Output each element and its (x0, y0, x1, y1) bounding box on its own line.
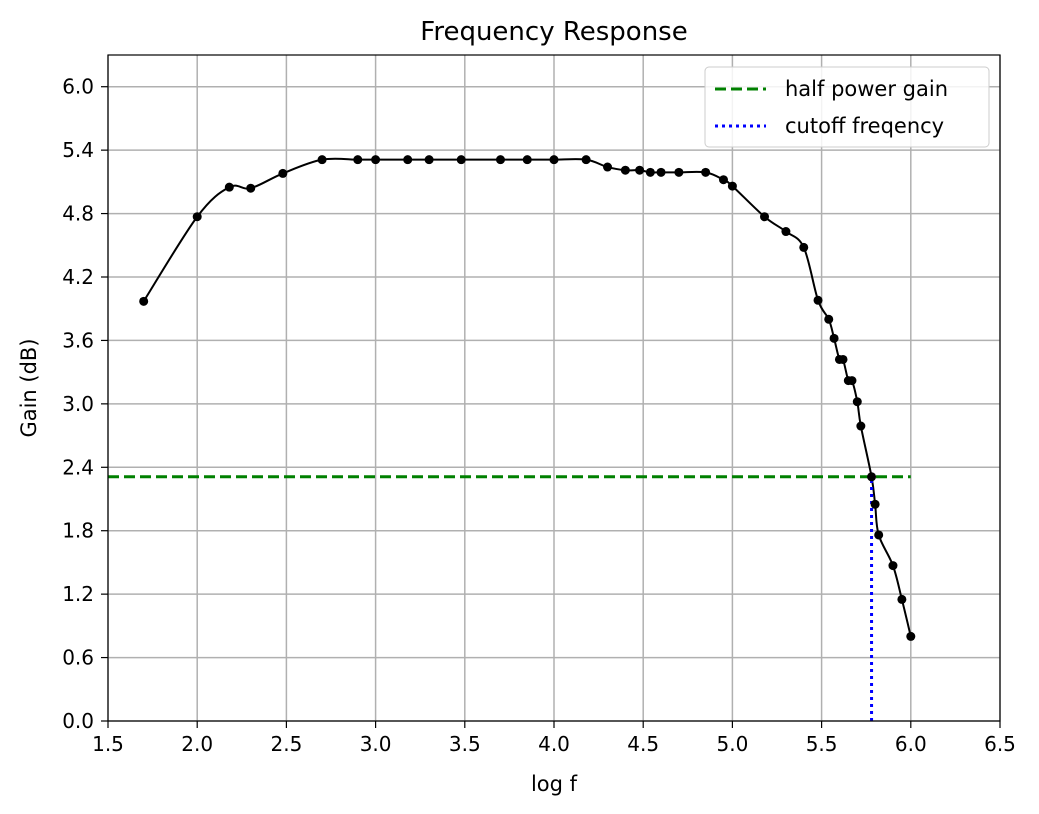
series-layer (108, 155, 916, 721)
chart-title: Frequency Response (420, 17, 687, 47)
data-point (603, 162, 613, 172)
x-tick-label: 1.5 (92, 732, 124, 756)
data-point (867, 472, 877, 482)
x-tick-label: 3.5 (449, 732, 481, 756)
data-point (645, 167, 655, 177)
y-tick-label: 1.8 (62, 519, 94, 543)
y-axis-label: Gain (dB) (17, 338, 41, 437)
legend-label-cutoff-freqency: cutoff freqency (785, 114, 944, 138)
data-point (727, 181, 737, 191)
x-tick-label: 5.0 (716, 732, 748, 756)
x-tick-label: 2.0 (181, 732, 213, 756)
x-tick-label: 6.5 (984, 732, 1016, 756)
y-tick-label: 3.6 (62, 328, 94, 352)
data-point (701, 167, 711, 177)
axis-ticks: 1.5 2.0 2.5 3.0 3.5 4.0 4.5 5.0 5.5 6.0 6.5 0.0 0.6 1… (62, 75, 1016, 756)
x-tick-label: 3.0 (360, 732, 392, 756)
data-point (906, 631, 916, 641)
data-point (139, 296, 149, 306)
data-point (829, 333, 839, 343)
x-tick-label: 4.0 (538, 732, 570, 756)
data-point (674, 167, 684, 177)
data-point (456, 155, 466, 165)
x-axis-label: log f (531, 772, 578, 796)
data-point (635, 165, 645, 175)
y-tick-label: 3.0 (62, 392, 94, 416)
data-point (888, 561, 898, 571)
data-point (781, 227, 791, 237)
data-point (224, 182, 234, 192)
data-point (246, 183, 256, 193)
data-point (549, 155, 559, 165)
data-point (495, 155, 505, 165)
x-tick-label: 6.0 (895, 732, 927, 756)
data-point (799, 242, 809, 252)
y-tick-label: 6.0 (62, 75, 94, 99)
y-tick-label: 0.0 (62, 709, 94, 733)
data-point (403, 155, 413, 165)
y-tick-label: 4.8 (62, 202, 94, 226)
legend: half power gain cutoff freqency (704, 66, 990, 148)
data-point (813, 295, 823, 305)
data-point (424, 155, 434, 165)
y-tick-label: 5.4 (62, 138, 94, 162)
data-point (897, 594, 907, 604)
data-point (581, 155, 591, 165)
y-tick-label: 2.4 (62, 455, 94, 479)
legend-box (704, 66, 990, 148)
x-tick-label: 4.5 (627, 732, 659, 756)
y-tick-label: 4.2 (62, 265, 94, 289)
data-point (856, 421, 866, 431)
y-tick-label: 0.6 (62, 646, 94, 670)
data-point (870, 499, 880, 509)
data-point (838, 354, 848, 364)
data-point (824, 314, 834, 324)
data-point (371, 155, 381, 165)
data-point (656, 167, 666, 177)
data-point (317, 155, 327, 165)
legend-label-half-power-gain: half power gain (785, 77, 948, 101)
data-point (192, 212, 202, 222)
y-tick-label: 1.2 (62, 582, 94, 606)
data-point (353, 155, 363, 165)
data-point (522, 155, 532, 165)
data-point (278, 168, 288, 178)
data-point (718, 175, 728, 185)
x-tick-label: 5.5 (806, 732, 838, 756)
data-point (874, 530, 884, 540)
data-point (620, 165, 630, 175)
data-point (852, 397, 862, 407)
data-point (847, 376, 857, 386)
data-point (760, 212, 770, 222)
x-tick-label: 2.5 (270, 732, 302, 756)
